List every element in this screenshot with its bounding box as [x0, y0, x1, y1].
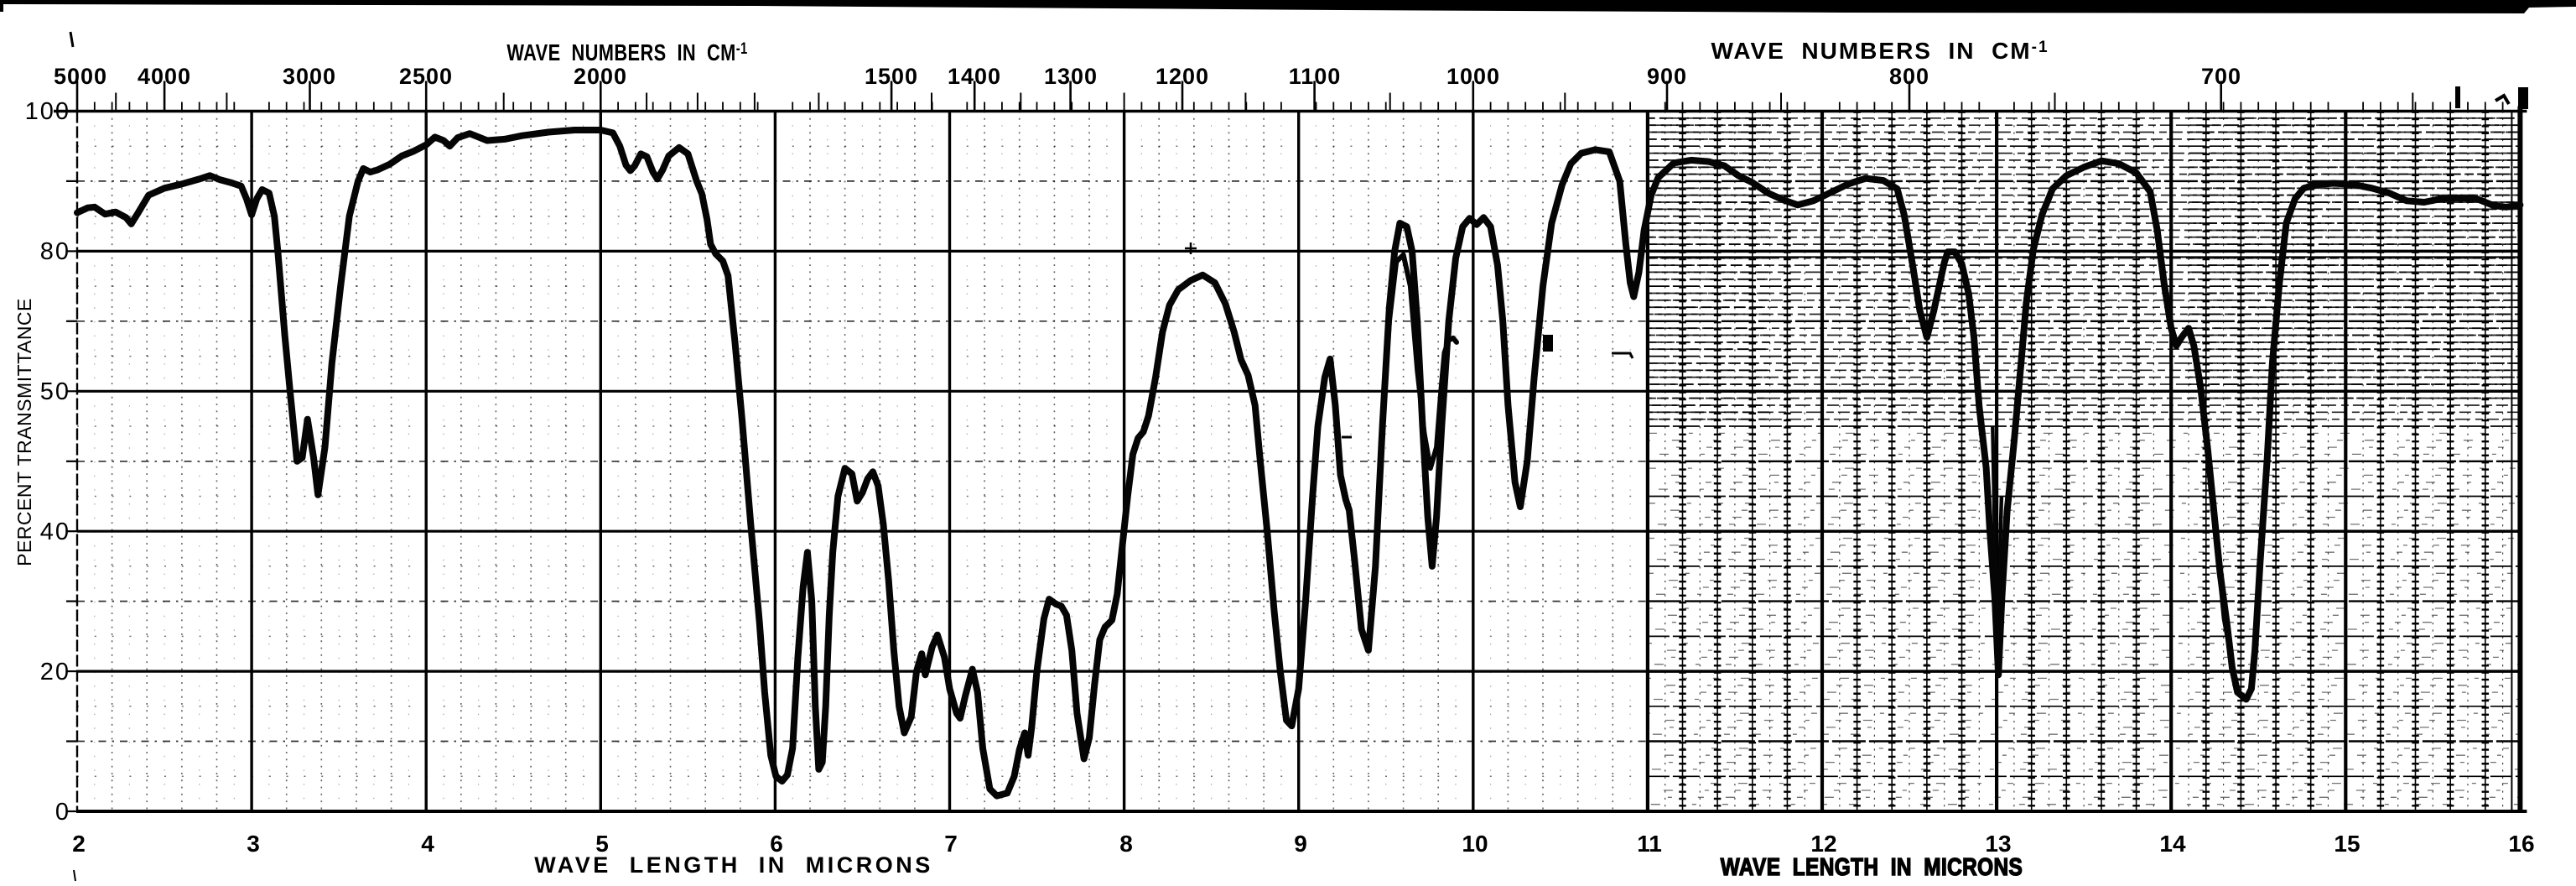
svg-text:3: 3 — [247, 831, 260, 857]
svg-text:20: 20 — [40, 659, 70, 685]
svg-text:40: 40 — [40, 519, 70, 545]
svg-text:4: 4 — [421, 831, 434, 857]
svg-text:7: 7 — [944, 831, 958, 857]
svg-text:PERCENT TRANSMITTANCE: PERCENT TRANSMITTANCE — [13, 298, 35, 566]
svg-text:0: 0 — [55, 799, 70, 826]
svg-text:11: 11 — [1637, 831, 1662, 857]
svg-text:10: 10 — [1462, 831, 1488, 857]
svg-text:5: 5 — [595, 831, 609, 857]
svg-text:1200: 1200 — [1156, 64, 1209, 89]
svg-text:2: 2 — [72, 831, 86, 857]
svg-text:8: 8 — [1119, 831, 1133, 857]
svg-text:900: 900 — [1647, 64, 1687, 89]
svg-text:WAVE LENGTH IN MICRONS: WAVE LENGTH IN MICRONS — [534, 852, 933, 878]
svg-text:3000: 3000 — [283, 64, 336, 89]
svg-text:15: 15 — [2334, 831, 2360, 857]
svg-text:12: 12 — [1810, 831, 1836, 857]
svg-text:1500: 1500 — [865, 64, 918, 89]
svg-text:14: 14 — [2159, 831, 2186, 857]
svg-text:5000: 5000 — [54, 64, 107, 89]
svg-text:2500: 2500 — [399, 64, 453, 89]
svg-text:9: 9 — [1294, 831, 1307, 857]
svg-text:80: 80 — [40, 238, 70, 265]
svg-text:WAVE NUMBERS IN CM-1: WAVE NUMBERS IN CM-1 — [506, 39, 747, 65]
svg-text:WAVE NUMBERS IN CM-1: WAVE NUMBERS IN CM-1 — [1711, 38, 2049, 64]
svg-text:700: 700 — [2201, 64, 2241, 89]
svg-text:16: 16 — [2508, 831, 2534, 857]
svg-text:13: 13 — [1985, 831, 2011, 857]
svg-text:100: 100 — [25, 98, 70, 125]
svg-text:1000: 1000 — [1446, 64, 1500, 89]
svg-text:4000: 4000 — [138, 64, 191, 89]
svg-text:6: 6 — [770, 831, 783, 857]
svg-text:1400: 1400 — [948, 64, 1001, 89]
svg-text:WAVE LENGTH IN MICRONS: WAVE LENGTH IN MICRONS — [1721, 853, 2023, 880]
svg-text:1100: 1100 — [1289, 64, 1342, 89]
svg-text:50: 50 — [40, 378, 70, 405]
svg-text:1300: 1300 — [1044, 64, 1098, 89]
svg-text:2000: 2000 — [574, 64, 627, 89]
svg-text:800: 800 — [1889, 64, 1929, 89]
